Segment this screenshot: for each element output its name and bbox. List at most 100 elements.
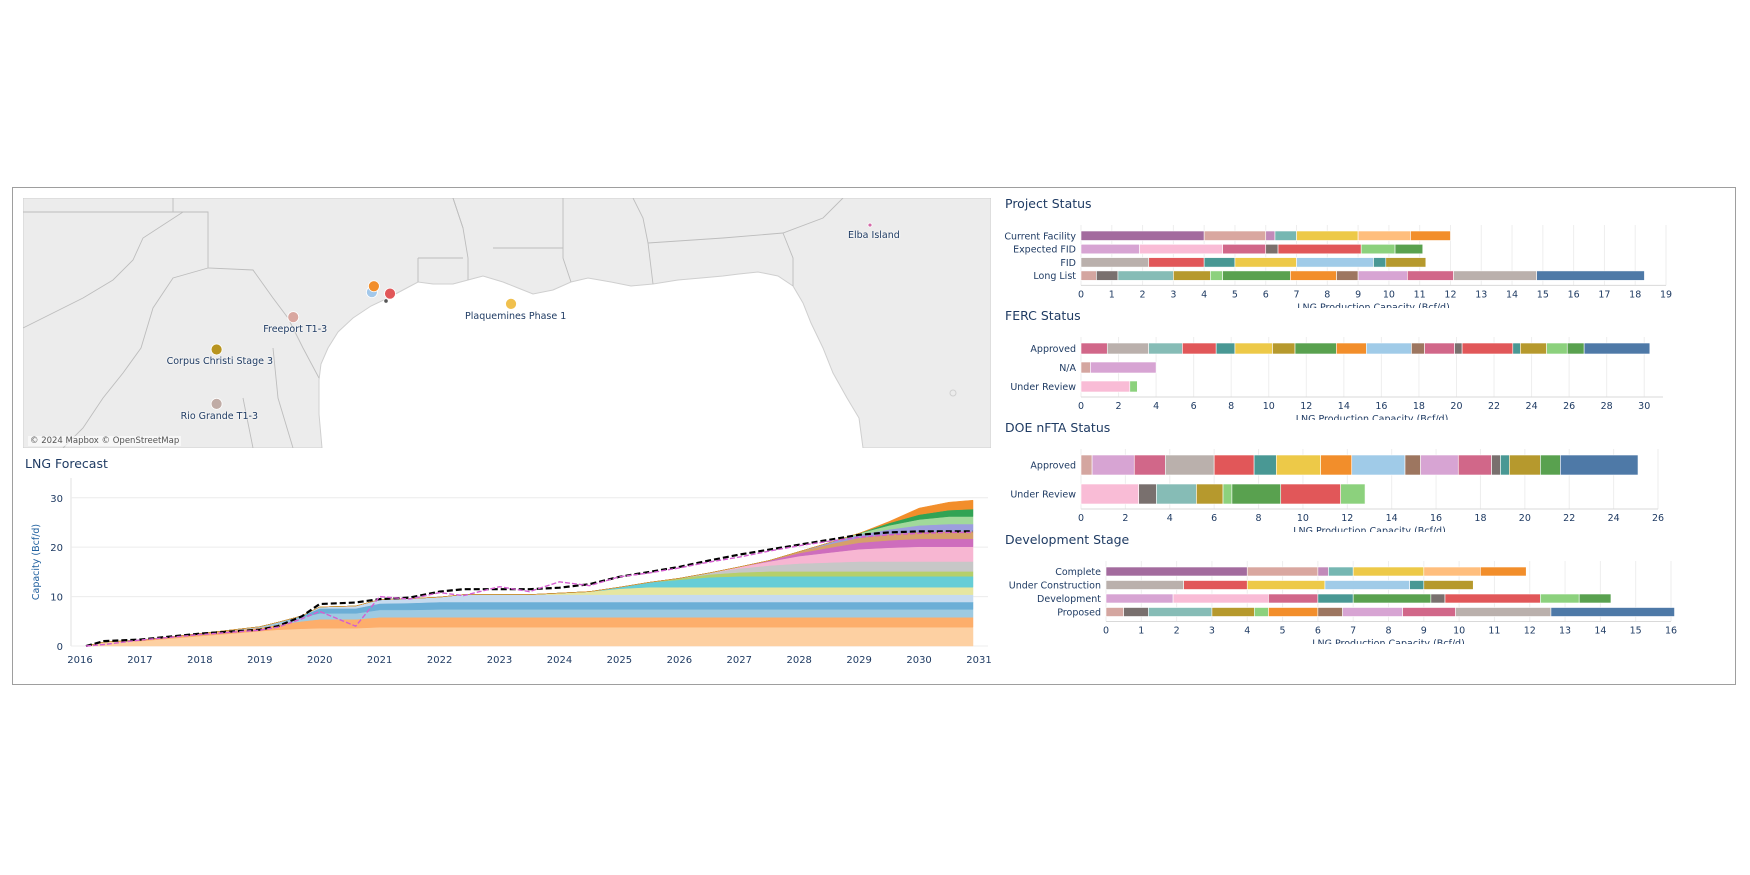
status-bar-segment (1268, 607, 1319, 617)
status-x-tick: 24 (1526, 401, 1538, 412)
status-x-tick: 11 (1488, 626, 1500, 637)
status-x-tick: 12 (1444, 289, 1456, 300)
status-bar-segment (1407, 270, 1454, 281)
dashboard: Elba Island Plaquemines Phase 1 Freeport T… (12, 187, 1736, 685)
status-x-tick: 7 (1350, 626, 1356, 637)
status-bar-segment (1234, 257, 1297, 268)
forecast-x-tick: 2027 (727, 655, 752, 666)
status-bar-segment (1480, 566, 1527, 577)
status-bar-segment (1090, 361, 1157, 374)
status-category-label: Proposed (1057, 608, 1101, 619)
status-x-tick: 14 (1386, 513, 1398, 524)
map-island (949, 389, 957, 397)
status-bar-segment (1404, 454, 1421, 476)
status-bar-segment (1546, 342, 1568, 355)
map-panel[interactable]: Elba Island Plaquemines Phase 1 Freeport T… (23, 198, 991, 448)
forecast-y-tick: 0 (57, 642, 63, 653)
status-bar-segment (1139, 243, 1223, 255)
forecast-x-tick: 2025 (607, 655, 632, 666)
status-bar-segment (1148, 607, 1213, 617)
status-bar-segment (1222, 270, 1291, 281)
status-bar-chart[interactable]: Current Facility Expected FID FID Long List… (993, 210, 1733, 308)
forecast-x-tick: 2021 (367, 655, 392, 666)
status-x-tick: 12 (1524, 626, 1536, 637)
status-x-label: LNG Production Capacity (Bcf/d) (1312, 639, 1465, 645)
status-x-tick: 6 (1263, 289, 1269, 300)
status-chart-title: Project Status (1005, 196, 1092, 211)
status-bar-segment (1336, 270, 1359, 281)
map-border (452, 198, 464, 229)
status-x-tick: 3 (1209, 626, 1215, 637)
status-category-label: Long List (1033, 271, 1076, 282)
status-x-label: LNG Production Capacity (Bcf/d) (1293, 526, 1446, 532)
status-bar-segment (1566, 342, 1585, 355)
status-bar-segment (1455, 607, 1552, 617)
status-bar-segment (1183, 580, 1248, 590)
status-bar-segment (1454, 342, 1463, 355)
status-bar-segment (1080, 454, 1093, 476)
status-bar-segment (1138, 483, 1157, 505)
status-x-tick: 4 (1244, 626, 1250, 637)
status-bar-segment (1500, 454, 1510, 476)
status-bar-segment (1457, 454, 1492, 476)
map-border (23, 211, 184, 329)
status-x-tick: 15 (1630, 626, 1642, 637)
forecast-x-tick: 2026 (667, 655, 692, 666)
map-point-marker (210, 397, 223, 410)
status-x-tick: 8 (1385, 626, 1391, 637)
status-category-label: Under Review (1010, 490, 1076, 501)
status-bar-chart[interactable]: Complete Under Construction Development Pro… (993, 546, 1733, 644)
status-bar-segment (1222, 243, 1267, 255)
status-x-tick: 9 (1355, 289, 1361, 300)
status-bar-segment (1265, 230, 1276, 241)
status-x-tick: 14 (1338, 401, 1350, 412)
gulf-coast-map[interactable] (23, 198, 991, 448)
status-bar-segment (1366, 342, 1412, 355)
status-bar-segment (1409, 580, 1425, 590)
status-bar-segment (1351, 454, 1406, 476)
status-x-tick: 30 (1638, 401, 1650, 412)
status-bar-segment (1385, 257, 1427, 268)
status-x-tick: 12 (1341, 513, 1353, 524)
status-bar-segment (1080, 342, 1108, 355)
status-bar-segment (1234, 342, 1273, 355)
status-bar-segment (1491, 454, 1501, 476)
status-bar-segment (1342, 607, 1403, 617)
status-bar-segment (1105, 580, 1184, 590)
map-point-marker (384, 287, 396, 300)
forecast-x-tick: 2031 (966, 655, 991, 666)
status-bar-segment (1560, 454, 1639, 476)
map-point-label: Freeport T1-3 (263, 324, 328, 336)
status-bar-segment (1213, 454, 1255, 476)
status-bar-segment (1080, 483, 1140, 505)
status-bar-segment (1294, 342, 1337, 355)
map-attribution: © 2024 Mapbox © OpenStreetMap (28, 436, 182, 446)
status-x-tick: 22 (1488, 401, 1500, 412)
map-point-marker (210, 343, 223, 356)
status-category-label: N/A (1059, 363, 1076, 374)
status-bar-segment (1402, 607, 1456, 617)
status-x-tick: 6 (1191, 401, 1197, 412)
status-x-tick: 0 (1078, 289, 1084, 300)
status-bar-segment (1540, 593, 1580, 604)
status-category-label: Approved (1030, 461, 1076, 472)
status-bar-segment (1578, 593, 1612, 604)
status-x-label: LNG Production Capacity (Bcf/d) (1296, 414, 1449, 420)
status-x-tick: 16 (1568, 289, 1580, 300)
map-point-marker (287, 311, 300, 324)
status-bar-segment (1357, 230, 1411, 241)
map-border (62, 267, 209, 448)
status-x-tick: 0 (1078, 513, 1084, 524)
status-bar-segment (1254, 607, 1269, 617)
status-x-label: LNG Production Capacity (Bcf/d) (1297, 302, 1450, 308)
status-bar-segment (1246, 566, 1319, 577)
status-bar-segment (1336, 342, 1367, 355)
status-category-label: Development (1037, 594, 1101, 605)
status-bar-segment (1196, 483, 1224, 505)
status-x-tick: 2 (1140, 289, 1146, 300)
status-bar-segment (1296, 230, 1359, 241)
status-bar-segment (1210, 270, 1223, 281)
